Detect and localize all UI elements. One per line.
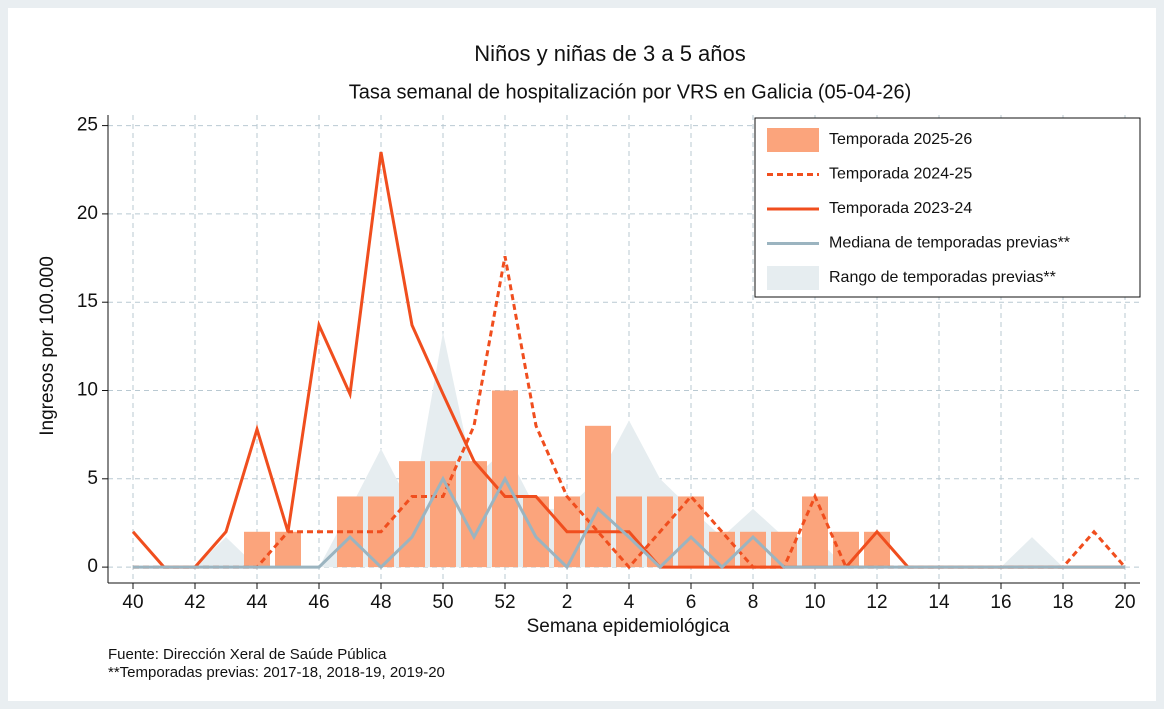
y-tick-label: 20 xyxy=(77,203,98,224)
x-tick-label: 46 xyxy=(308,592,329,613)
legend-label: Rango de temporadas previas** xyxy=(829,269,1056,286)
x-tick-label: 48 xyxy=(370,592,391,613)
legend-swatch xyxy=(767,266,819,290)
x-tick-label: 50 xyxy=(432,592,453,613)
bar xyxy=(833,531,859,568)
x-tick-label: 52 xyxy=(494,592,515,613)
y-tick-label: 0 xyxy=(87,556,98,577)
bar xyxy=(461,461,487,568)
bar xyxy=(244,531,270,568)
bar xyxy=(864,531,890,568)
bar xyxy=(709,531,735,568)
y-tick-label: 5 xyxy=(87,468,98,489)
legend-label: Mediana de temporadas previas** xyxy=(829,235,1070,252)
legend-box xyxy=(754,117,1141,298)
legend-label: Temporada 2025-26 xyxy=(829,131,972,148)
panel xyxy=(8,8,1156,701)
legend-label: Temporada 2024-25 xyxy=(829,166,972,183)
bar xyxy=(275,531,301,568)
x-tick-label: 42 xyxy=(184,592,205,613)
x-axis-label: Semana epidemiológica xyxy=(527,616,730,637)
footnote: **Temporadas previas: 2017-18, 2018-19, … xyxy=(108,664,445,681)
y-tick-label: 10 xyxy=(77,380,98,401)
x-tick-label: 20 xyxy=(1114,592,1135,613)
y-tick-label: 15 xyxy=(77,291,98,312)
plot-area xyxy=(108,115,1140,583)
bar xyxy=(399,461,425,568)
x-tick-label: 6 xyxy=(686,592,697,613)
x-tick-label: 18 xyxy=(1052,592,1073,613)
x-tick-label: 4 xyxy=(624,592,635,613)
x-tick-label: 2 xyxy=(562,592,573,613)
y-axis-label: Ingresos por 100.000 xyxy=(37,256,58,436)
legend-label: Temporada 2023-24 xyxy=(829,200,972,217)
x-tick-label: 8 xyxy=(748,592,759,613)
x-tick-label: 14 xyxy=(928,592,950,613)
source-note: Fuente: Dirección Xeral de Saúde Pública xyxy=(108,646,387,663)
line xyxy=(133,475,1125,570)
x-tick-label: 40 xyxy=(122,592,143,613)
bar xyxy=(802,496,828,568)
bar xyxy=(585,425,611,568)
chart-title: Niños y niñas de 3 a 5 años xyxy=(474,41,746,66)
x-tick-label: 16 xyxy=(990,592,1011,613)
legend: Temporada 2025-26 Temporada 2024-25 Tempor… xyxy=(754,117,1141,298)
x-tick-label: 44 xyxy=(246,592,268,613)
legend-swatch xyxy=(767,128,819,152)
x-tick-label: 12 xyxy=(866,592,887,613)
y-tick-label: 25 xyxy=(77,115,98,136)
x-tick-label: 10 xyxy=(804,592,825,613)
chart-subtitle: Tasa semanal de hospitalización por VRS … xyxy=(349,81,912,103)
